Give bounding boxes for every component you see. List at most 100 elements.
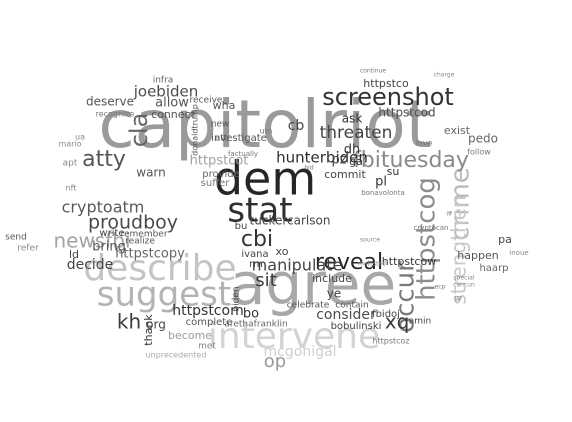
word-cloud-word: bo: [243, 307, 259, 322]
word-cloud-word: suggest: [97, 275, 231, 315]
word-cloud-word: org: [146, 318, 166, 332]
word-cloud-word: sit: [255, 270, 276, 291]
word-cloud-word: httpstcot: [190, 154, 249, 169]
word-cloud-word: wha: [213, 99, 236, 112]
word-cloud-word: hunterbiden: [276, 149, 368, 167]
word-cloud-word: cla: [125, 113, 153, 148]
word-cloud-word: refer: [17, 244, 39, 254]
word-cloud-word: source: [360, 237, 380, 244]
word-cloud-word: httpstcog: [412, 177, 442, 301]
word-cloud-word: ask: [342, 112, 363, 126]
word-cloud-word: bid: [304, 165, 313, 172]
word-cloud-word: charge: [434, 72, 455, 79]
word-cloud-word: celebrate: [287, 301, 330, 311]
word-cloud-word: cancun: [453, 282, 475, 289]
word-cloud-word: bu: [235, 221, 248, 232]
word-cloud-word: investigate: [211, 133, 267, 144]
word-cloud-word: inoue: [509, 249, 528, 257]
word-cloud-word: nft: [66, 184, 77, 193]
word-cloud-word: atty: [82, 147, 126, 172]
word-cloud-word: become: [168, 329, 212, 342]
word-cloud-word: ivana: [241, 249, 268, 260]
word-cloud-word: xo: [276, 245, 289, 258]
word-cloud-word: iv: [446, 211, 452, 218]
word-cloud-word: fbituesday: [353, 148, 469, 173]
word-cloud-word: su: [387, 165, 400, 178]
word-cloud-word: newsfbi: [53, 229, 130, 253]
word-cloud-word: molested: [358, 261, 386, 268]
word-cloud-word: cbi: [241, 227, 273, 252]
word-cloud-word: ecp: [435, 284, 446, 291]
word-cloud-word: httpstcoz: [372, 337, 409, 346]
word-cloud-word: recognize: [96, 110, 135, 119]
word-cloud-word: provide: [202, 169, 240, 180]
word-cloud-word: tuckercarlson: [250, 214, 331, 228]
word-cloud-word: apt: [63, 159, 78, 169]
word-cloud-word: gp: [454, 295, 462, 302]
word-cloud-word: complete: [186, 317, 233, 328]
word-cloud-word: um: [260, 127, 273, 136]
word-cloud-word: connect: [151, 108, 196, 121]
word-cloud-word: reveal: [315, 250, 383, 275]
word-cloud-word: joebiden: [133, 83, 199, 101]
word-cloud-word: suffer: [201, 178, 231, 189]
word-cloud-word: thank: [142, 314, 155, 346]
word-cloud-word: pl: [375, 175, 387, 190]
word-cloud-word: pedo: [468, 132, 498, 146]
word-cloud-word: rm: [249, 259, 263, 270]
word-cloud-word: dh: [344, 143, 361, 158]
word-cloud-word: receive: [190, 96, 223, 106]
word-cloud-word: stat: [227, 191, 292, 231]
word-cloud-word: dem: [214, 152, 316, 206]
word-cloud-word: remember: [120, 230, 167, 240]
word-cloud-word: inve: [416, 139, 433, 148]
word-cloud-word: decide: [67, 257, 114, 273]
word-cloud-word: capitolriot: [98, 86, 431, 163]
word-cloud-word: amin: [409, 317, 432, 327]
word-cloud-word: ga: [349, 155, 363, 168]
word-cloud-word: follow: [467, 148, 491, 157]
word-cloud-word: op: [264, 351, 286, 372]
word-cloud-word: kh: [117, 310, 141, 334]
word-cloud-word: met: [198, 342, 216, 352]
word-cloud-word: mario: [58, 140, 81, 149]
word-cloud-word: fbidoj: [372, 309, 400, 320]
word-cloud-word: deserve: [86, 95, 134, 109]
word-cloud-word: send: [5, 233, 27, 243]
word-cloud-word: pa: [498, 233, 512, 246]
word-cloud-word: httpstcow: [382, 255, 436, 268]
word-cloud-word: biden: [232, 286, 242, 311]
word-cloud-word: donaldtrump: [191, 104, 200, 156]
word-cloud-word: att: [215, 134, 228, 144]
word-cloud-word: bobulinski: [331, 321, 382, 332]
word-cloud-word: crime: [446, 167, 476, 241]
word-cloud-word: contain: [335, 301, 368, 311]
word-cloud-word: threaten: [320, 123, 393, 143]
word-cloud-word: httpstcopy: [115, 247, 185, 262]
word-cloud-word: exist: [444, 124, 471, 137]
word-cloud-word: manipulate: [252, 256, 343, 275]
word-cloud-word: allow: [155, 96, 189, 111]
word-cloud-words: capitolriot agree dem intervene describe stat…: [5, 68, 529, 373]
word-cloud-word: cb: [288, 118, 305, 134]
word-cloud-word: ua: [75, 133, 85, 142]
word-cloud-word: httpstco: [363, 77, 409, 90]
word-cloud-word: ye: [327, 287, 341, 301]
word-cloud-word: xq: [385, 310, 410, 334]
word-cloud-word: occur: [391, 261, 421, 333]
word-cloud-word: bring: [92, 240, 126, 255]
word-cloud-word: special: [454, 275, 475, 282]
word-cloud-word: cryptoatm: [62, 198, 145, 217]
word-cloud-word: realize: [125, 237, 155, 247]
word-cloud-word: unprecedented: [146, 351, 207, 360]
word-cloud-word: infra: [153, 76, 174, 86]
word-cloud-word: httpstcod: [378, 106, 435, 120]
word-cloud-word: commit: [324, 168, 366, 181]
word-cloud-word: write: [99, 228, 124, 239]
word-cloud-word: new: [211, 120, 230, 130]
word-cloud-word: mcgonigal: [264, 344, 337, 360]
word-cloud-word: include: [312, 272, 352, 285]
word-cloud-word: ld: [69, 248, 79, 261]
word-cloud-word: warn: [136, 166, 166, 180]
word-cloud-word: pz: [331, 153, 346, 168]
